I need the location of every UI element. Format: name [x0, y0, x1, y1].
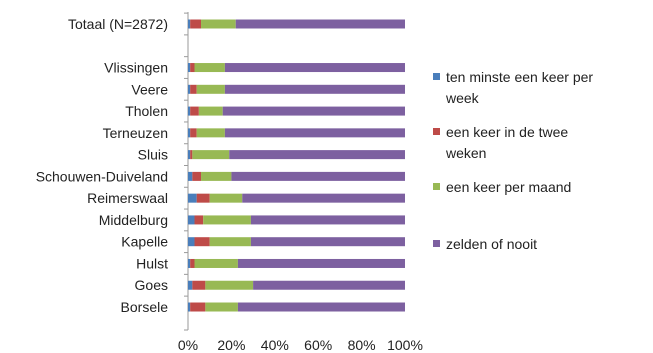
- category-label: Terneuzen: [103, 125, 168, 141]
- bar-segment-1-middelburg: [188, 215, 195, 225]
- x-tick-label: 20%: [217, 337, 245, 353]
- category-label: Reimerswaal: [87, 190, 168, 206]
- bar-segment-4-veere: [224, 84, 405, 94]
- category-label: Borsele: [121, 299, 169, 315]
- bar-segment-2-hulst: [190, 258, 195, 268]
- legend-label: zelden of nooit: [446, 236, 537, 252]
- category-label: Hulst: [136, 255, 168, 271]
- bar-segment-4-middelburg: [250, 215, 405, 225]
- legend-label: een keer in de twee: [446, 124, 568, 140]
- bar-segment-3-schouwen-duiveland: [201, 171, 232, 181]
- bar-segment-4-kapelle: [250, 237, 405, 247]
- legend-label: weken: [445, 145, 486, 161]
- bar-segment-3-goes: [205, 280, 254, 290]
- legend: ten minste een keer per week een keer in d…: [433, 69, 593, 252]
- legend-swatch: [433, 183, 440, 190]
- bar-segment-3-veere: [196, 84, 225, 94]
- category-label: Veere: [131, 81, 168, 97]
- bar-segment-1-tholen: [188, 106, 191, 116]
- bar-segment-4-goes: [253, 280, 405, 290]
- category-label: Sluis: [138, 147, 168, 163]
- bar-segment-3-kapelle: [209, 237, 251, 247]
- bar-segment-2-kapelle: [194, 237, 210, 247]
- bar-segment-1-reimerswaal: [188, 193, 197, 203]
- bar-segment-2-veere: [190, 84, 197, 94]
- bar-segment-1-vlissingen: [188, 63, 191, 73]
- bars-group: [188, 19, 405, 312]
- x-tick-label: 60%: [304, 337, 332, 353]
- legend-swatch: [433, 128, 440, 135]
- category-label: Goes: [135, 277, 168, 293]
- bar-segment-1-veere: [188, 84, 191, 94]
- bar-segment-2-sluis: [190, 150, 193, 160]
- bar-segment-3-vlissingen: [194, 63, 225, 73]
- bar-segment-4-schouwen-duiveland: [231, 171, 405, 181]
- legend-label: ten minste een keer per: [446, 69, 593, 85]
- category-label: Middelburg: [99, 212, 168, 228]
- axis-group: [184, 12, 189, 331]
- legend-swatch: [433, 73, 440, 80]
- x-tick-label: 0%: [178, 337, 198, 353]
- bar-segment-2-borsele: [190, 302, 206, 312]
- legend-label: een keer per maand: [446, 179, 571, 195]
- x-tick-label: 40%: [261, 337, 289, 353]
- bar-segment-4-reimerswaal: [242, 193, 405, 203]
- bar-segment-2-vlissingen: [190, 63, 195, 73]
- bar-segment-2-reimerswaal: [196, 193, 210, 203]
- category-label: Vlissingen: [104, 60, 168, 76]
- bar-segment-4-totaal-n-2872: [235, 19, 405, 29]
- bar-segment-2-goes: [192, 280, 206, 290]
- category-label: Totaal (N=2872): [68, 16, 168, 32]
- bar-segment-3-terneuzen: [196, 128, 225, 138]
- bar-segment-3-hulst: [194, 258, 238, 268]
- bar-segment-3-sluis: [192, 150, 230, 160]
- x-tick-label: 80%: [348, 337, 376, 353]
- bar-segment-1-sluis: [188, 150, 191, 160]
- x-tick-labels: 0% 20% 40% 60% 80% 100%: [178, 337, 423, 353]
- legend-label: week: [445, 90, 480, 106]
- bar-segment-1-borsele: [188, 302, 191, 312]
- bar-segment-2-tholen: [190, 106, 199, 116]
- bar-segment-2-middelburg: [194, 215, 204, 225]
- bar-segment-4-hulst: [237, 258, 405, 268]
- bar-segment-3-borsele: [205, 302, 238, 312]
- category-label: Kapelle: [121, 234, 168, 250]
- bar-segment-1-kapelle: [188, 237, 195, 247]
- bar-segment-1-totaal-n-2872: [188, 19, 191, 29]
- bar-segment-4-tholen: [222, 106, 405, 116]
- category-label: Schouwen-Duiveland: [36, 168, 168, 184]
- bar-segment-3-middelburg: [203, 215, 251, 225]
- x-tick-label: 100%: [387, 337, 423, 353]
- bar-segment-2-schouwen-duiveland: [192, 171, 202, 181]
- bar-segment-4-vlissingen: [224, 63, 405, 73]
- bar-segment-1-hulst: [188, 258, 191, 268]
- bar-segment-1-terneuzen: [188, 128, 191, 138]
- legend-swatch: [433, 240, 440, 247]
- bar-segment-2-terneuzen: [190, 128, 197, 138]
- bar-segment-4-sluis: [229, 150, 405, 160]
- bar-segment-3-tholen: [198, 106, 223, 116]
- bar-segment-1-goes: [188, 280, 193, 290]
- bar-segment-2-totaal-n-2872: [190, 19, 202, 29]
- bar-segment-4-terneuzen: [224, 128, 405, 138]
- category-labels: Totaal (N=2872) Vlissingen Veere Tholen Tern…: [36, 16, 169, 315]
- category-label: Tholen: [125, 103, 168, 119]
- bar-segment-4-borsele: [237, 302, 405, 312]
- bar-segment-3-reimerswaal: [209, 193, 243, 203]
- bar-segment-3-totaal-n-2872: [201, 19, 236, 29]
- bar-segment-1-schouwen-duiveland: [188, 171, 193, 181]
